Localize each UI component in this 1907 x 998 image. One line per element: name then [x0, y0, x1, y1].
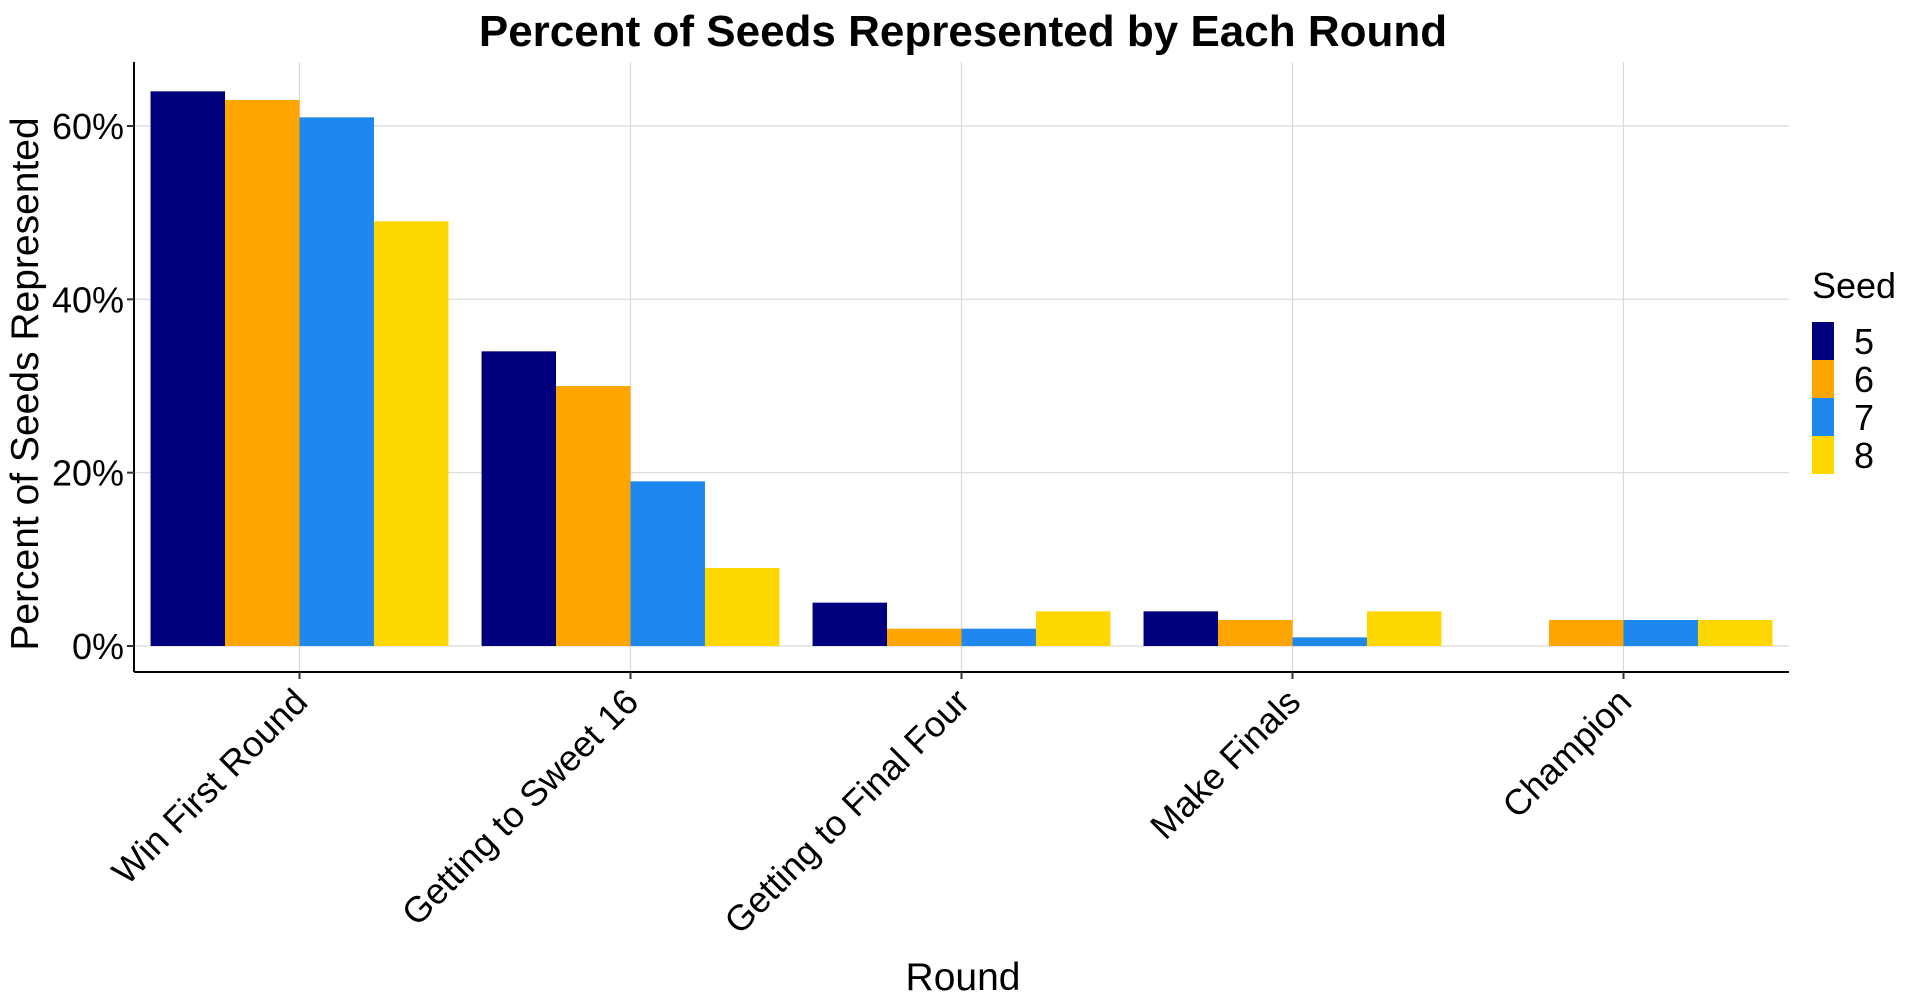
legend-label: 6: [1854, 359, 1874, 400]
y-tick-labels: 0% 20% 40% 60%: [52, 106, 124, 667]
y-tick-label: 20%: [52, 453, 124, 494]
x-tick-label: Win First Round: [104, 681, 315, 892]
bar: [1292, 637, 1367, 646]
bar: [1035, 611, 1111, 646]
legend-label: 5: [1854, 321, 1874, 362]
bar: [225, 100, 300, 646]
legend-key: [1812, 360, 1834, 398]
x-axis-title: Round: [906, 956, 1021, 998]
bar: [1143, 611, 1219, 646]
legend-key: [1812, 322, 1834, 360]
x-tick-labels: Win First Round Getting to Sweet 16 Gettin…: [104, 681, 1639, 942]
bar: [299, 117, 374, 646]
bar: [150, 91, 226, 646]
bar: [704, 568, 780, 646]
x-tick-label: Getting to Final Four: [716, 681, 977, 942]
y-tick-label: 0%: [72, 626, 124, 667]
x-tick-label: Champion: [1494, 681, 1639, 826]
y-tick-label: 40%: [52, 279, 124, 320]
legend-key: [1812, 398, 1834, 436]
bar: [961, 628, 1036, 646]
y-axis-title: Percent of Seeds Represented: [4, 117, 47, 650]
bar: [1623, 620, 1698, 646]
legend-label: 7: [1854, 397, 1874, 438]
legend-label: 8: [1854, 435, 1874, 476]
axes: [127, 62, 1789, 679]
bar: [1366, 611, 1442, 646]
bars: [150, 91, 1773, 646]
y-tick-label: 60%: [52, 106, 124, 147]
x-tick-label: Getting to Sweet 16: [394, 681, 647, 934]
bar: [556, 386, 631, 646]
legend-key: [1812, 436, 1834, 474]
bar: [630, 481, 705, 646]
bar: [812, 602, 888, 646]
bar: [1549, 620, 1624, 646]
chart-title: Percent of Seeds Represented by Each Rou…: [479, 7, 1447, 56]
bar: [481, 351, 557, 646]
legend-title: Seed: [1812, 265, 1896, 306]
bar: [373, 221, 449, 646]
x-tick-label: Make Finals: [1142, 681, 1308, 847]
bar: [1218, 620, 1293, 646]
bar: [1697, 620, 1773, 646]
bar: [887, 628, 962, 646]
